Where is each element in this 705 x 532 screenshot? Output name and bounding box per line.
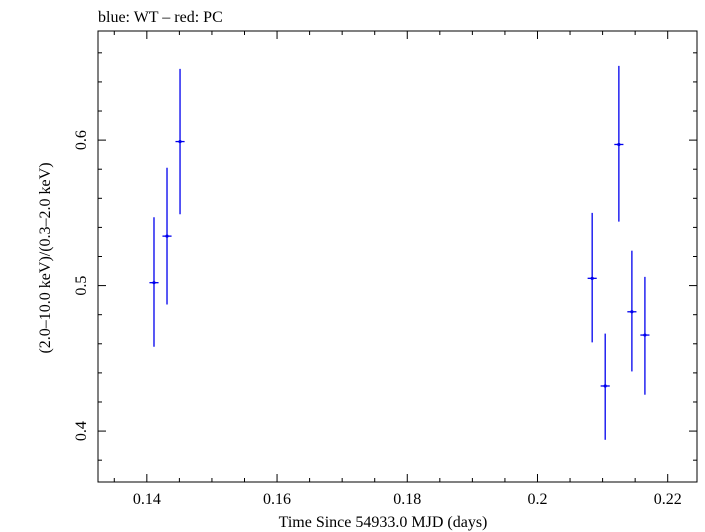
y-tick-label: 0.6 (73, 130, 90, 150)
point-marker (603, 384, 607, 388)
x-tick-label: 0.16 (263, 491, 291, 508)
point-marker (152, 281, 156, 285)
x-tick-label: 0.14 (133, 491, 161, 508)
data-point (587, 212, 597, 343)
data-point (162, 167, 172, 305)
point-marker (178, 139, 182, 144)
point-marker (165, 234, 169, 238)
point-marker (630, 310, 634, 314)
data-point (640, 276, 650, 395)
chart-header: blue: WT – red: PC (98, 9, 223, 26)
y-tick-label: 0.5 (73, 276, 90, 296)
y-tick-label: 0.4 (73, 421, 90, 441)
y-axis-label: (2.0–10.0 keV)/(0.3–2.0 keV) (37, 162, 54, 353)
data-point (600, 333, 610, 440)
data-point (175, 68, 185, 215)
x-tick-label: 0.22 (654, 491, 682, 508)
point-marker (617, 142, 621, 147)
point-marker (643, 333, 647, 337)
x-axis-label: Time Since 54933.0 MJD (days) (279, 514, 488, 531)
data-point (614, 65, 624, 222)
x-tick-label: 0.18 (393, 491, 421, 508)
data-point (627, 250, 637, 372)
data-points (149, 65, 650, 440)
axis-tick-labels: 0.14 0.16 0.18 0.2 0.22 0.4 0.5 0.6 (73, 130, 682, 508)
data-point (149, 217, 159, 347)
axis-ticks (98, 31, 697, 482)
point-marker (590, 276, 594, 280)
x-tick-label: 0.2 (527, 491, 547, 508)
plot-frame (97, 30, 698, 483)
